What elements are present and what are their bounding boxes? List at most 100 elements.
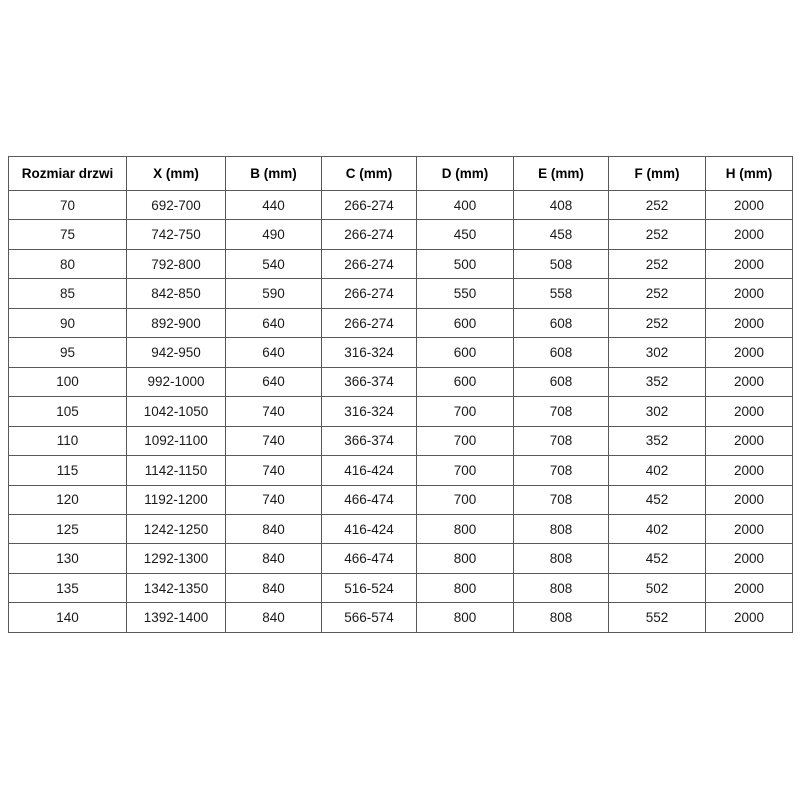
table-cell: 1142-1150 — [126, 455, 226, 486]
spec-table: Rozmiar drzwi X (mm) B (mm) C (mm) D (mm) E (… — [8, 156, 793, 633]
table-cell: 550 — [416, 278, 514, 309]
table-cell: 2000 — [705, 425, 793, 457]
table-cell: 266-274 — [321, 248, 417, 280]
table-cell: 100 — [8, 366, 127, 398]
table-cell: 2000 — [705, 248, 793, 280]
table-cell: 266-274 — [321, 219, 417, 250]
table-cell: 440 — [225, 189, 322, 221]
table-cell: 450 — [416, 219, 514, 250]
table-cell: 600 — [416, 337, 514, 368]
table-cell: 740 — [225, 455, 322, 486]
table-cell: 452 — [608, 543, 706, 574]
table-cell: 490 — [225, 219, 322, 250]
column-header: Rozmiar drzwi — [8, 156, 127, 191]
table-cell: 808 — [513, 543, 609, 574]
table-cell: 95 — [8, 337, 127, 368]
table-cell: 458 — [513, 219, 609, 250]
table-cell: 2000 — [705, 366, 793, 398]
column-header: C (mm) — [321, 156, 417, 191]
table-cell: 800 — [416, 543, 514, 574]
table-cell: 85 — [8, 278, 127, 309]
table-cell: 708 — [513, 484, 609, 515]
table-row: 95 942-950 640 316-324 600 608 302 2000 — [8, 337, 793, 368]
table-cell: 552 — [608, 602, 706, 633]
table-cell: 2000 — [705, 513, 793, 545]
table-cell: 558 — [513, 278, 609, 309]
header-row: Rozmiar drzwi X (mm) B (mm) C (mm) D (mm) E (… — [8, 156, 793, 191]
table-cell: 608 — [513, 366, 609, 398]
table-cell: 316-324 — [321, 337, 417, 368]
table-cell: 252 — [608, 219, 706, 250]
column-header: F (mm) — [608, 156, 706, 191]
table-cell: 700 — [416, 396, 514, 427]
table-cell: 740 — [225, 396, 322, 427]
table-cell: 608 — [513, 307, 609, 339]
column-header: H (mm) — [705, 156, 793, 191]
table-cell: 842-850 — [126, 278, 226, 309]
table-cell: 2000 — [705, 484, 793, 515]
table-row: 75 742-750 490 266-274 450 458 252 2000 — [8, 219, 793, 250]
table-row: 135 1342-1350 840 516-524 800 808 502 2000 — [8, 572, 793, 604]
table-cell: 1292-1300 — [126, 543, 226, 574]
table-row: 130 1292-1300 840 466-474 800 808 452 2000 — [8, 543, 793, 574]
table-cell: 2000 — [705, 602, 793, 633]
table-cell: 800 — [416, 572, 514, 604]
table-row: 110 1092-1100 740 366-374 700 708 352 2000 — [8, 425, 793, 457]
table-row: 120 1192-1200 740 466-474 700 708 452 2000 — [8, 484, 793, 515]
table-cell: 416-424 — [321, 513, 417, 545]
table-row: 125 1242-1250 840 416-424 800 808 402 2000 — [8, 513, 793, 545]
table-cell: 252 — [608, 278, 706, 309]
table-cell: 402 — [608, 513, 706, 545]
column-header: B (mm) — [225, 156, 322, 191]
table-cell: 80 — [8, 248, 127, 280]
table-cell: 640 — [225, 307, 322, 339]
table-cell: 252 — [608, 248, 706, 280]
table-cell: 466-474 — [321, 484, 417, 515]
table-cell: 400 — [416, 189, 514, 221]
table-cell: 125 — [8, 513, 127, 545]
table-row: 140 1392-1400 840 566-574 800 808 552 2000 — [8, 602, 793, 633]
table-cell: 252 — [608, 307, 706, 339]
table-cell: 70 — [8, 189, 127, 221]
table-cell: 466-474 — [321, 543, 417, 574]
table-cell: 692-700 — [126, 189, 226, 221]
table-cell: 840 — [225, 602, 322, 633]
table-row: 105 1042-1050 740 316-324 700 708 302 2000 — [8, 396, 793, 427]
table-row: 70 692-700 440 266-274 400 408 252 2000 — [8, 189, 793, 221]
table-cell: 120 — [8, 484, 127, 515]
table-cell: 708 — [513, 455, 609, 486]
table-cell: 808 — [513, 513, 609, 545]
table-cell: 808 — [513, 602, 609, 633]
table-cell: 502 — [608, 572, 706, 604]
table-cell: 2000 — [705, 455, 793, 486]
table-cell: 808 — [513, 572, 609, 604]
table-cell: 302 — [608, 337, 706, 368]
table-cell: 700 — [416, 484, 514, 515]
table-cell: 590 — [225, 278, 322, 309]
table-cell: 1192-1200 — [126, 484, 226, 515]
table-cell: 608 — [513, 337, 609, 368]
table-cell: 352 — [608, 425, 706, 457]
table-cell: 252 — [608, 189, 706, 221]
table-cell: 135 — [8, 572, 127, 604]
column-header: E (mm) — [513, 156, 609, 191]
table-cell: 508 — [513, 248, 609, 280]
table-cell: 500 — [416, 248, 514, 280]
table-row: 90 892-900 640 266-274 600 608 252 2000 — [8, 307, 793, 339]
table-cell: 1342-1350 — [126, 572, 226, 604]
table-cell: 2000 — [705, 572, 793, 604]
table-cell: 266-274 — [321, 189, 417, 221]
table-row: 100 992-1000 640 366-374 600 608 352 2000 — [8, 366, 793, 398]
table-cell: 2000 — [705, 189, 793, 221]
table-cell: 708 — [513, 425, 609, 457]
table-cell: 566-574 — [321, 602, 417, 633]
table-cell: 1042-1050 — [126, 396, 226, 427]
table-cell: 416-424 — [321, 455, 417, 486]
table-cell: 452 — [608, 484, 706, 515]
table-cell: 942-950 — [126, 337, 226, 368]
table-cell: 2000 — [705, 337, 793, 368]
table-cell: 516-524 — [321, 572, 417, 604]
table-cell: 266-274 — [321, 307, 417, 339]
table-cell: 740 — [225, 425, 322, 457]
table-cell: 840 — [225, 572, 322, 604]
